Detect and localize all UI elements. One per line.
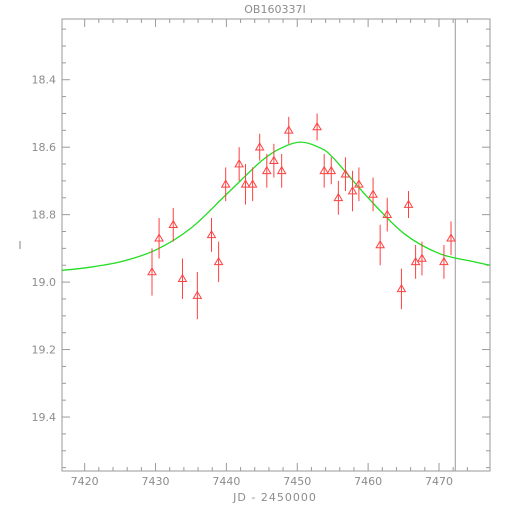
data-point	[154, 218, 164, 259]
point-marker	[368, 189, 378, 198]
point-marker	[213, 256, 224, 266]
point-marker	[417, 253, 427, 262]
data-point	[234, 147, 245, 181]
y-tick-label: 18.8	[32, 209, 57, 222]
y-axis-label: I	[18, 239, 21, 252]
point-marker	[220, 179, 231, 188]
plot-frame	[61, 18, 491, 472]
x-tick-label: 7470	[425, 475, 453, 488]
data-point	[319, 153, 330, 188]
point-marker	[382, 209, 393, 218]
point-marker	[192, 290, 203, 299]
x-tick-label: 7420	[71, 475, 99, 488]
y-tick-label: 19.2	[32, 344, 57, 357]
data-point	[439, 245, 449, 279]
x-tick-label: 7450	[283, 475, 311, 488]
point-marker	[276, 165, 287, 175]
y-tick-label: 18.6	[32, 141, 57, 154]
x-axis: 7420 7430 7440 7450 7460 7470	[71, 19, 468, 488]
data-point	[220, 167, 231, 202]
data-point	[340, 157, 351, 192]
point-marker	[254, 142, 265, 151]
x-axis-label: JD - 2450000	[232, 491, 317, 504]
data-point	[206, 218, 217, 252]
data-point	[375, 224, 386, 266]
model-curve	[61, 141, 491, 271]
data-points	[147, 113, 456, 320]
point-marker	[403, 199, 414, 208]
data-point	[312, 113, 322, 141]
data-point	[403, 191, 414, 219]
y-axis: 18.4 18.6 18.8 19.0 19.2 19.4	[32, 28, 490, 469]
data-point	[446, 221, 456, 256]
point-marker	[354, 179, 364, 188]
x-tick-label: 7440	[212, 475, 240, 488]
point-marker	[168, 219, 179, 229]
data-point	[240, 164, 251, 205]
data-point	[326, 157, 337, 185]
point-marker	[261, 165, 272, 175]
point-marker	[396, 283, 407, 293]
point-marker	[319, 165, 330, 175]
point-marker	[326, 165, 337, 175]
data-point	[254, 133, 265, 161]
point-marker	[154, 233, 164, 242]
data-point	[347, 170, 358, 212]
data-point	[354, 167, 364, 202]
y-tick-label: 19.4	[32, 411, 57, 424]
data-point	[396, 268, 407, 310]
x-tick-label: 7430	[142, 475, 170, 488]
data-point	[261, 153, 272, 188]
point-marker	[446, 233, 456, 242]
data-point	[276, 153, 287, 188]
point-marker	[240, 179, 251, 188]
data-point	[192, 271, 203, 320]
data-point	[213, 241, 224, 283]
data-point	[283, 116, 294, 144]
point-marker	[439, 256, 449, 266]
data-point	[268, 143, 279, 178]
data-point	[247, 167, 258, 202]
point-marker	[312, 121, 322, 131]
data-point	[333, 180, 344, 215]
point-marker	[333, 192, 344, 202]
data-point	[147, 248, 157, 296]
y-tick-label: 18.4	[32, 74, 57, 87]
data-point	[417, 241, 427, 276]
data-point	[382, 197, 393, 232]
point-marker	[283, 125, 294, 134]
point-marker	[177, 273, 188, 283]
data-point	[177, 258, 188, 299]
y-tick-label: 19.0	[32, 276, 57, 289]
chart-title: OB160337I	[244, 3, 305, 16]
x-tick-label: 7460	[354, 475, 382, 488]
data-point	[410, 245, 421, 279]
point-marker	[347, 186, 358, 195]
point-marker	[206, 229, 217, 239]
point-marker	[268, 155, 279, 164]
data-point	[168, 207, 179, 242]
data-point	[368, 177, 378, 212]
point-marker	[247, 179, 258, 188]
point-marker	[340, 169, 351, 178]
point-marker	[375, 240, 386, 249]
point-marker	[147, 266, 157, 276]
point-marker	[234, 159, 245, 168]
